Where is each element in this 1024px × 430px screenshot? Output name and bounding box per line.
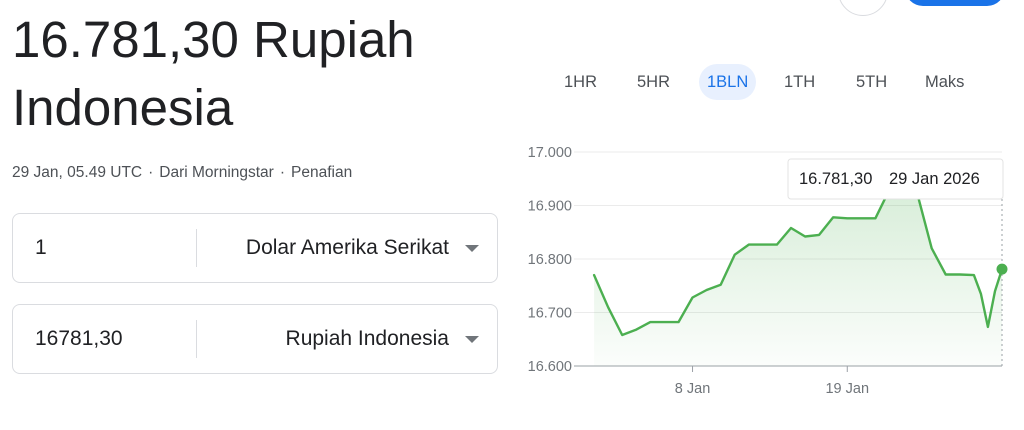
chevron-down-icon[interactable] [465,336,479,343]
source-meta: 29 Jan, 05.49 UTC · Dari Morningstar · Penaf… [12,164,352,182]
to-currency-select[interactable]: Rupiah Indonesia [285,327,449,350]
from-currency-select[interactable]: Dolar Amerika Serikat [245,236,449,259]
x-tick-label: 19 Jan [825,381,869,397]
converter-divider [196,229,197,267]
tab-maks[interactable]: Maks [925,73,965,91]
chevron-down-icon[interactable] [465,245,479,252]
tab-5th[interactable]: 5TH [856,73,888,91]
conversion-currency-line: Indonesia [12,79,234,136]
from-amount-input[interactable]: 1 [35,236,47,259]
converter-divider [196,320,197,358]
source-link[interactable]: Dari Morningstar [159,164,274,181]
tooltip-value: 16.781,30 [799,170,872,188]
tab-1th[interactable]: 1TH [784,73,816,91]
y-tick-label: 17.000 [528,145,572,161]
follow-button[interactable] [905,0,1005,6]
meta-separator: · [279,164,286,181]
y-tick-label: 16.800 [528,252,572,268]
hover-point [996,263,1008,275]
meta-separator: · [148,164,154,181]
share-button[interactable] [838,0,888,16]
exchange-rate-chart[interactable]: 16.600 16.700 16.800 16.900 17.000 8 Jan 19 J… [510,130,1020,410]
tab-1hr[interactable]: 1HR [564,73,598,91]
tooltip-date: 29 Jan 2026 [889,170,980,188]
from-converter-row: 1 Dolar Amerika Serikat [12,213,498,283]
timestamp: 29 Jan, 05.49 UTC [12,164,143,181]
series-line [592,185,1004,337]
tab-1bln[interactable]: 1BLN [699,64,757,100]
to-amount-input[interactable]: 16781,30 [35,327,123,350]
conversion-value-line: 16.781,30 Rupiah [12,11,415,68]
range-tabs: 1HR 5HR 1BLN 1TH 5TH Maks [550,62,990,102]
y-tick-label: 16.600 [528,359,572,375]
to-converter-row: 16781,30 Rupiah Indonesia [12,304,498,374]
tab-5hr[interactable]: 5HR [637,73,671,91]
y-tick-label: 16.700 [528,306,572,322]
conversion-headline: 16.781,30 Rupiah Indonesia [12,6,512,142]
disclaimer-link[interactable]: Penafian [291,164,353,181]
y-tick-label: 16.900 [528,199,572,215]
series-area [594,186,1002,366]
x-tick-label: 8 Jan [675,381,710,397]
value-tooltip: 16.781,30 29 Jan 2026 [787,158,1004,200]
